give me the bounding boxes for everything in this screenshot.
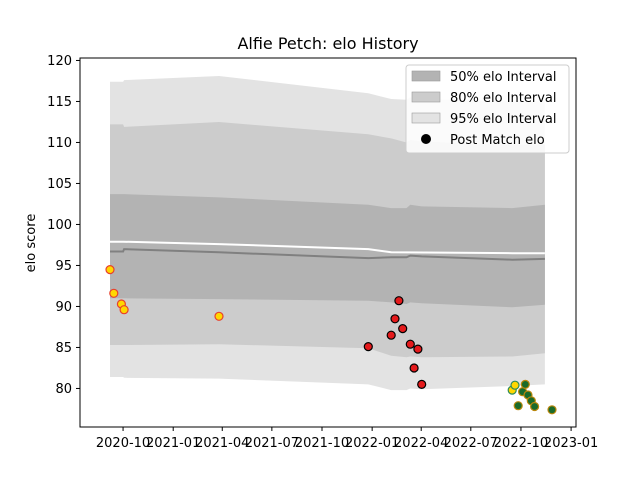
x-tick-label: 2022-04 — [394, 436, 448, 451]
post-match-point — [394, 296, 404, 306]
legend-label: 50% elo Interval — [450, 70, 557, 85]
axes-frame — [79, 57, 577, 428]
x-tick-label: 2022-07 — [444, 436, 498, 451]
post-match-point — [398, 324, 408, 334]
legend-label: Post Match elo — [450, 133, 545, 148]
post-match-point — [109, 288, 119, 298]
y-tick-label: 115 — [47, 95, 72, 110]
chart-title: Alfie Petch: elo History — [237, 34, 418, 53]
post-match-point — [409, 363, 419, 373]
legend: 50% elo Interval 80% elo Interval 95% elo … — [405, 64, 570, 154]
x-tick-label: 2021-07 — [245, 436, 299, 451]
post-match-point — [386, 330, 396, 340]
post-match-point — [510, 380, 520, 390]
y-tick-label: 110 — [47, 136, 72, 151]
legend-label: 80% elo Interval — [450, 91, 557, 106]
post-match-point — [513, 401, 523, 411]
plot-area — [105, 76, 557, 415]
post-match-point — [105, 265, 115, 275]
post-match-point — [405, 339, 415, 349]
x-tick-label: 2021-04 — [195, 436, 249, 451]
legend-swatch — [411, 112, 441, 124]
legend-swatch — [411, 70, 441, 82]
x-tick-label: 2021-10 — [295, 436, 349, 451]
post-match-point — [390, 314, 400, 324]
median-elo-line — [110, 248, 545, 261]
post-match-point — [417, 379, 427, 389]
upper-reference-line — [110, 240, 545, 255]
x-tick-label: 2022-10 — [494, 436, 548, 451]
x-tick-label: 2023-01 — [544, 436, 598, 451]
axes: 808590951001051101151202020-102021-01202… — [47, 54, 598, 451]
post-match-point — [547, 405, 557, 415]
post-match-point — [520, 379, 530, 389]
x-tick-label: 2021-01 — [146, 436, 200, 451]
y-tick-label: 95 — [55, 259, 72, 274]
y-tick-label: 90 — [55, 300, 72, 315]
post-match-point — [413, 344, 423, 354]
y-tick-label: 80 — [55, 382, 72, 397]
band-50-interval — [110, 194, 545, 308]
legend-swatch — [411, 91, 441, 103]
post-match-point — [119, 305, 129, 315]
legend-box — [405, 64, 570, 154]
y-tick-label: 85 — [55, 341, 72, 356]
y-axis-label: elo score — [24, 214, 39, 273]
legend-label: 95% elo Interval — [450, 112, 557, 127]
post-match-point — [363, 342, 373, 352]
y-tick-label: 100 — [47, 218, 72, 233]
post-match-point — [214, 311, 224, 321]
post-match-point — [529, 401, 540, 412]
x-tick-label: 2020-10 — [96, 436, 150, 451]
legend-marker — [421, 134, 431, 144]
x-tick-label: 2022-01 — [345, 436, 399, 451]
y-tick-label: 105 — [47, 177, 72, 192]
y-tick-label: 120 — [47, 54, 72, 69]
